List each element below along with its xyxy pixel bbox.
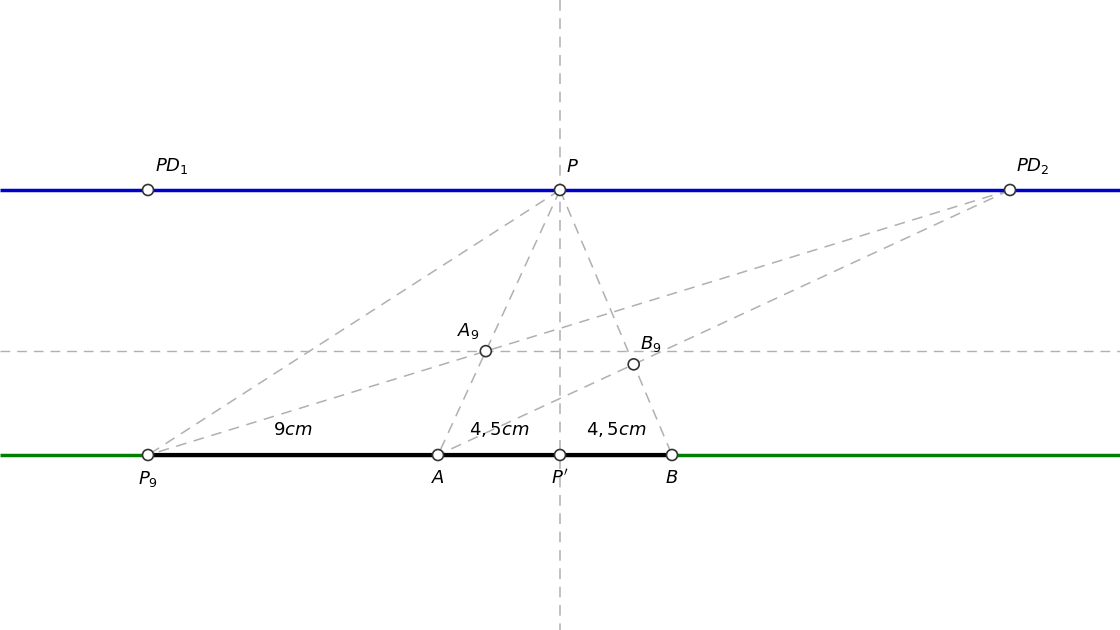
Text: $4,5cm$: $4,5cm$ <box>586 420 646 439</box>
Circle shape <box>432 449 444 461</box>
Text: $A$: $A$ <box>431 469 445 487</box>
Text: $A_9$: $A_9$ <box>457 321 479 341</box>
Text: $P_9$: $P_9$ <box>138 469 158 489</box>
Text: $PD_2$: $PD_2$ <box>1016 156 1049 176</box>
Text: $4,5cm$: $4,5cm$ <box>469 420 529 439</box>
Circle shape <box>554 185 566 195</box>
Circle shape <box>142 449 153 461</box>
Circle shape <box>480 346 492 357</box>
Text: $PD_1$: $PD_1$ <box>155 156 188 176</box>
Circle shape <box>1005 185 1016 195</box>
Text: $9cm$: $9cm$ <box>273 421 312 439</box>
Circle shape <box>554 449 566 461</box>
Text: $P$: $P$ <box>566 158 579 176</box>
Text: $P'$: $P'$ <box>551 469 569 488</box>
Circle shape <box>666 449 678 461</box>
Text: $B_9$: $B_9$ <box>640 335 661 354</box>
Text: $B$: $B$ <box>665 469 679 487</box>
Circle shape <box>142 185 153 195</box>
Circle shape <box>628 359 640 370</box>
